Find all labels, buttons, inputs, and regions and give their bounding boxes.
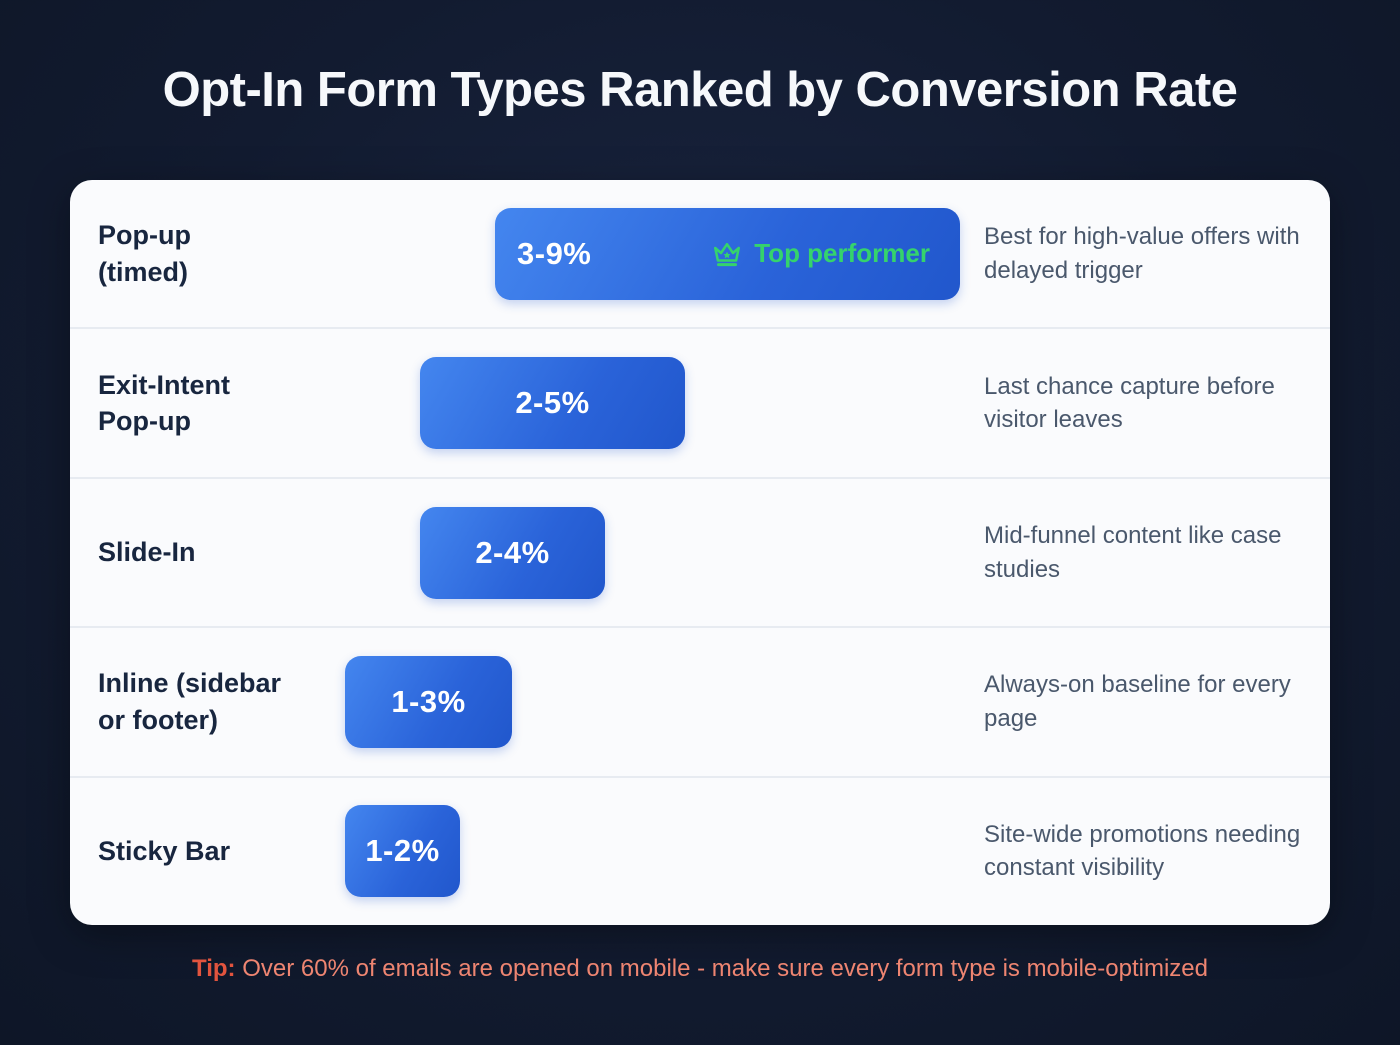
top-performer-badge: Top performer (712, 238, 930, 269)
tip-text: Over 60% of emails are opened on mobile … (242, 955, 1208, 982)
conversion-table-card: Pop-up (timed) 3-9% Top performer Best fo… (70, 180, 1330, 925)
form-type-label: Pop-up (timed) (98, 220, 191, 287)
crown-icon (714, 242, 741, 266)
form-type-label: Inline (sidebar or footer) (98, 668, 282, 735)
table-row: Sticky Bar 1-2% Site-wide promotions nee… (70, 778, 1330, 925)
conversion-bar: 3-9% Top performer (495, 207, 960, 300)
conversion-rate-value: 3-9% (517, 235, 592, 271)
conversion-rate-value: 1-2% (365, 833, 440, 869)
tip-label: Tip: (192, 955, 236, 982)
table-row: Inline (sidebar or footer) 1-3% Always-on… (70, 628, 1330, 778)
conversion-bar: 2-5% (420, 357, 685, 450)
conversion-rate-value: 2-4% (475, 534, 550, 570)
use-case-description: Always-on baseline for every page (984, 671, 1291, 732)
tip-note: Tip: Over 60% of emails are opened on mo… (0, 955, 1400, 983)
form-type-label: Slide-In (98, 537, 196, 568)
bar-area: 1-3% (345, 655, 984, 748)
conversion-bar: 1-2% (345, 805, 460, 898)
table-row: Slide-In 2-4% Mid-funnel content like ca… (70, 479, 1330, 629)
bar-area: 3-9% Top performer (345, 207, 984, 300)
page-title: Opt-In Form Types Ranked by Conversion R… (162, 63, 1238, 117)
use-case-description: Mid-funnel content like case studies (984, 521, 1282, 583)
conversion-rate-value: 2-5% (515, 385, 590, 421)
badge-label: Top performer (754, 238, 930, 269)
use-case-description: Last chance capture before visitor leave… (984, 372, 1275, 434)
table-row: Exit-Intent Pop-up 2-5% Last chance captu… (70, 329, 1330, 479)
conversion-rate-value: 1-3% (391, 683, 466, 719)
conversion-bar: 1-3% (345, 655, 512, 748)
bar-area: 2-5% (345, 357, 984, 450)
rows-container: Pop-up (timed) 3-9% Top performer Best fo… (70, 180, 1330, 925)
conversion-bar: 2-4% (420, 506, 605, 599)
bar-area: 1-2% (345, 805, 984, 898)
bar-area: 2-4% (345, 506, 984, 599)
use-case-description: Best for high-value offers with delayed … (984, 223, 1300, 284)
table-row: Pop-up (timed) 3-9% Top performer Best fo… (70, 180, 1330, 330)
use-case-description: Site-wide promotions needing constant vi… (984, 820, 1301, 882)
form-type-label: Sticky Bar (98, 836, 231, 867)
form-type-label: Exit-Intent Pop-up (98, 369, 230, 437)
